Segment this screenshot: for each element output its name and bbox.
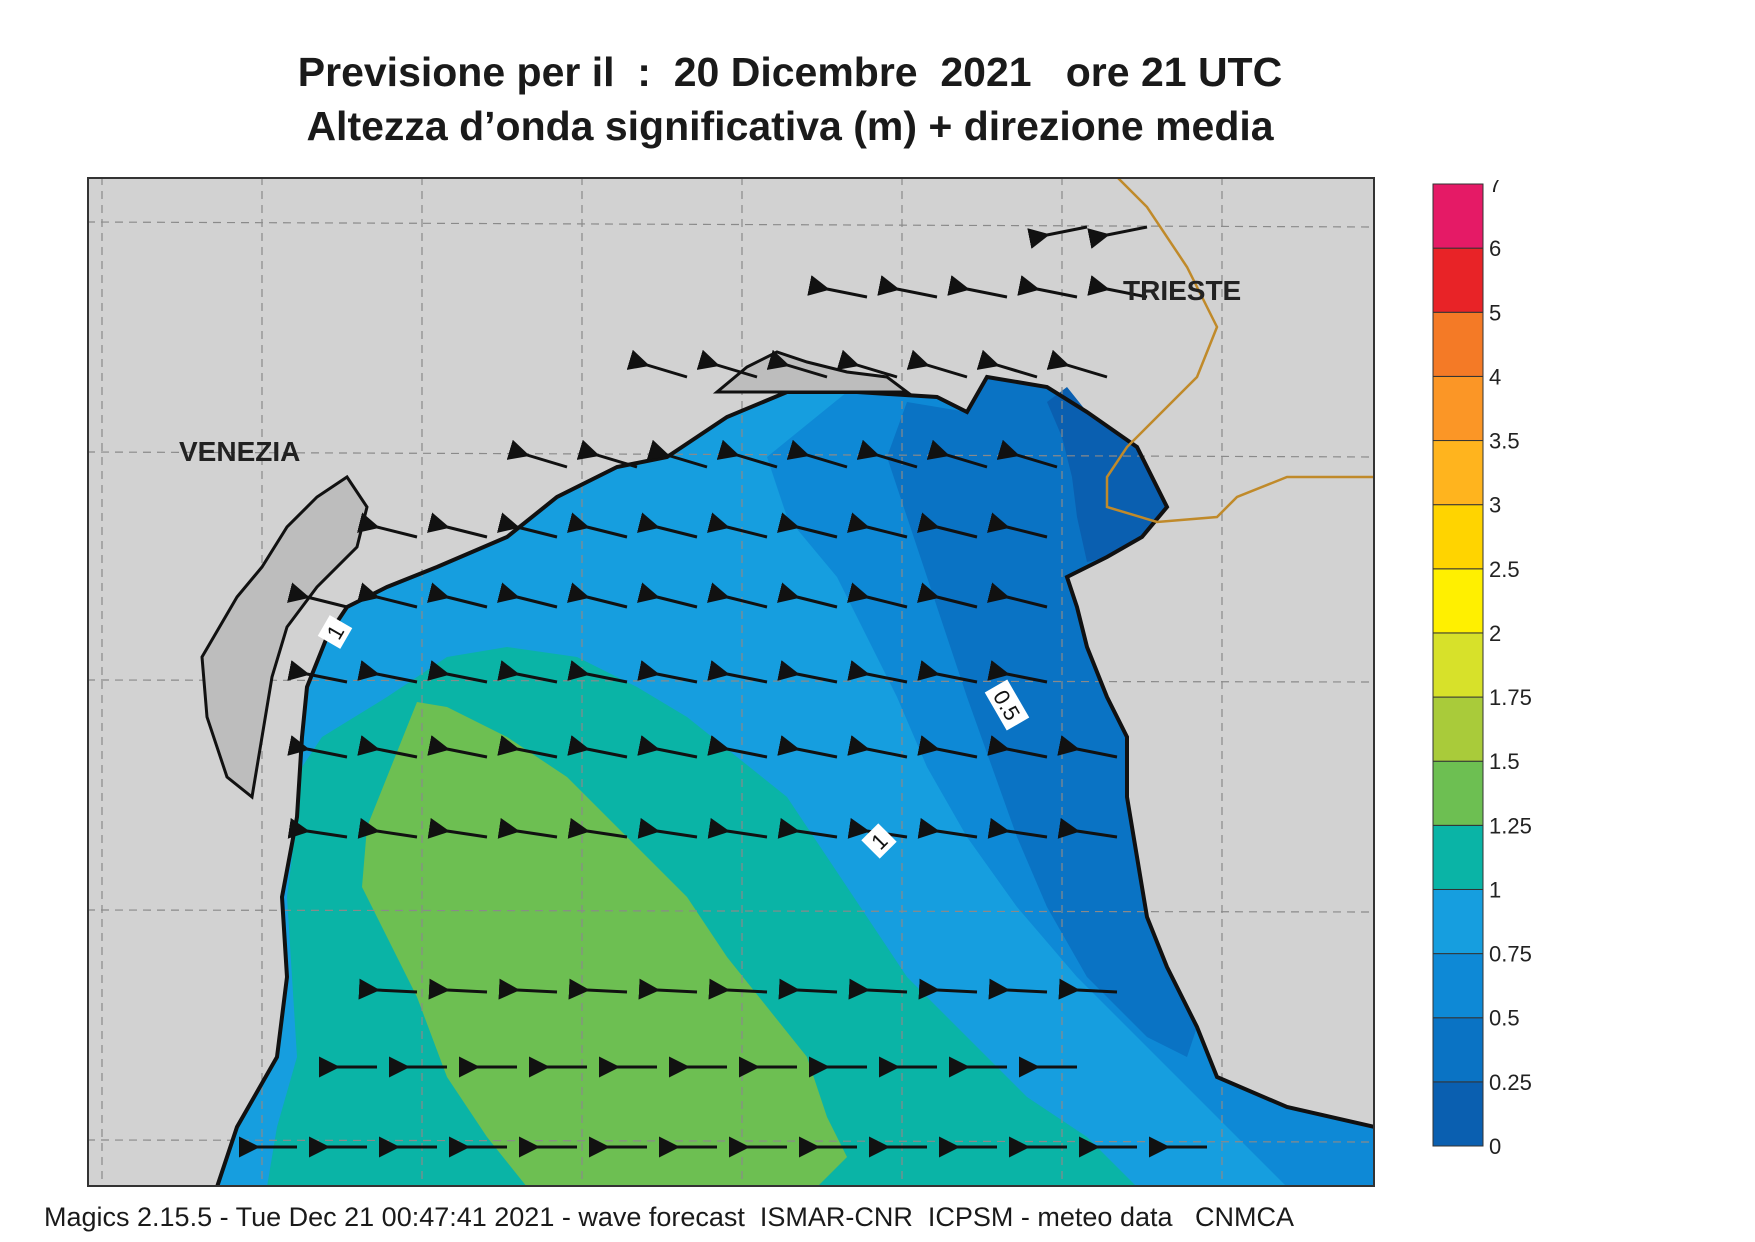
city-label-trieste: TRIESTE xyxy=(1123,275,1241,306)
legend-tick-label: 2.5 xyxy=(1489,557,1520,582)
wave-band-0 xyxy=(1047,387,1167,562)
legend-color-box xyxy=(1432,247,1484,313)
legend-color-boxes xyxy=(1432,183,1484,1147)
legend-color-box xyxy=(1432,375,1484,442)
legend-color-box xyxy=(1432,311,1484,377)
legend-tick-label: 1 xyxy=(1489,877,1501,902)
legend-tick-label: 0.75 xyxy=(1489,942,1532,967)
coastline xyxy=(215,374,1375,1187)
legend-tick-label: 4 xyxy=(1489,364,1501,389)
legend-tick-label: 3 xyxy=(1489,493,1501,518)
legend-tick-label: 0.5 xyxy=(1489,1006,1520,1031)
venice-lagoon xyxy=(200,474,369,800)
title-forecast-date: Previsione per il : 20 Dicembre 2021 ore… xyxy=(297,49,1283,95)
legend-color-box xyxy=(1432,824,1484,890)
map-frame xyxy=(87,177,1375,1187)
title-variable: Altezza d’onda significativa (m) + direz… xyxy=(306,103,1274,149)
legend-tick-label: 1.75 xyxy=(1489,685,1532,710)
legend-color-box xyxy=(1432,504,1484,570)
legend-color-box xyxy=(1432,760,1484,826)
legend-color-box xyxy=(1432,888,1484,955)
legend-color-box xyxy=(1432,440,1484,506)
legend-color-box xyxy=(1432,696,1484,762)
legend-tick-label: 0.25 xyxy=(1489,1070,1532,1095)
legend-tick-label: 5 xyxy=(1489,300,1501,325)
legend-tick-label: 0 xyxy=(1489,1134,1501,1159)
legend-tick-label: 6 xyxy=(1489,236,1501,261)
legend-tick-label: 1.25 xyxy=(1489,813,1532,838)
wave-height-map: VENEZIA TRIESTE 1 0.5 1 xyxy=(87,177,1375,1187)
graticule xyxy=(87,177,1375,1187)
legend-tick-label: 2 xyxy=(1489,621,1501,646)
legend-color-box xyxy=(1432,183,1484,249)
contour-label-1-west: 1 xyxy=(317,615,353,649)
color-legend: 0 0.25 0.5 0.75 1 1.25 1.5 1.75 2 2.5 3 3.5 4 5 6 7 xyxy=(1432,180,1532,1159)
legend-color-box xyxy=(1432,953,1484,1019)
direction-arrows xyxy=(239,225,1207,1158)
legend-color-box xyxy=(1432,1081,1484,1147)
legend-tick-label: 3.5 xyxy=(1489,429,1520,454)
footer-credits: Magics 2.15.5 - Tue Dec 21 00:47:41 2021… xyxy=(44,1202,1295,1232)
legend-tick-labels: 0 0.25 0.5 0.75 1 1.25 1.5 1.75 2 2.5 3 3.5 4 5 6 7 xyxy=(1489,180,1532,1159)
legend-color-box xyxy=(1432,632,1484,698)
legend-color-box xyxy=(1432,1017,1484,1083)
city-label-venezia: VENEZIA xyxy=(179,436,300,467)
legend-color-box xyxy=(1432,568,1484,634)
legend-tick-label: 1.5 xyxy=(1489,749,1520,774)
national-border xyxy=(1105,177,1375,524)
legend-tick-label: 7 xyxy=(1489,180,1501,197)
